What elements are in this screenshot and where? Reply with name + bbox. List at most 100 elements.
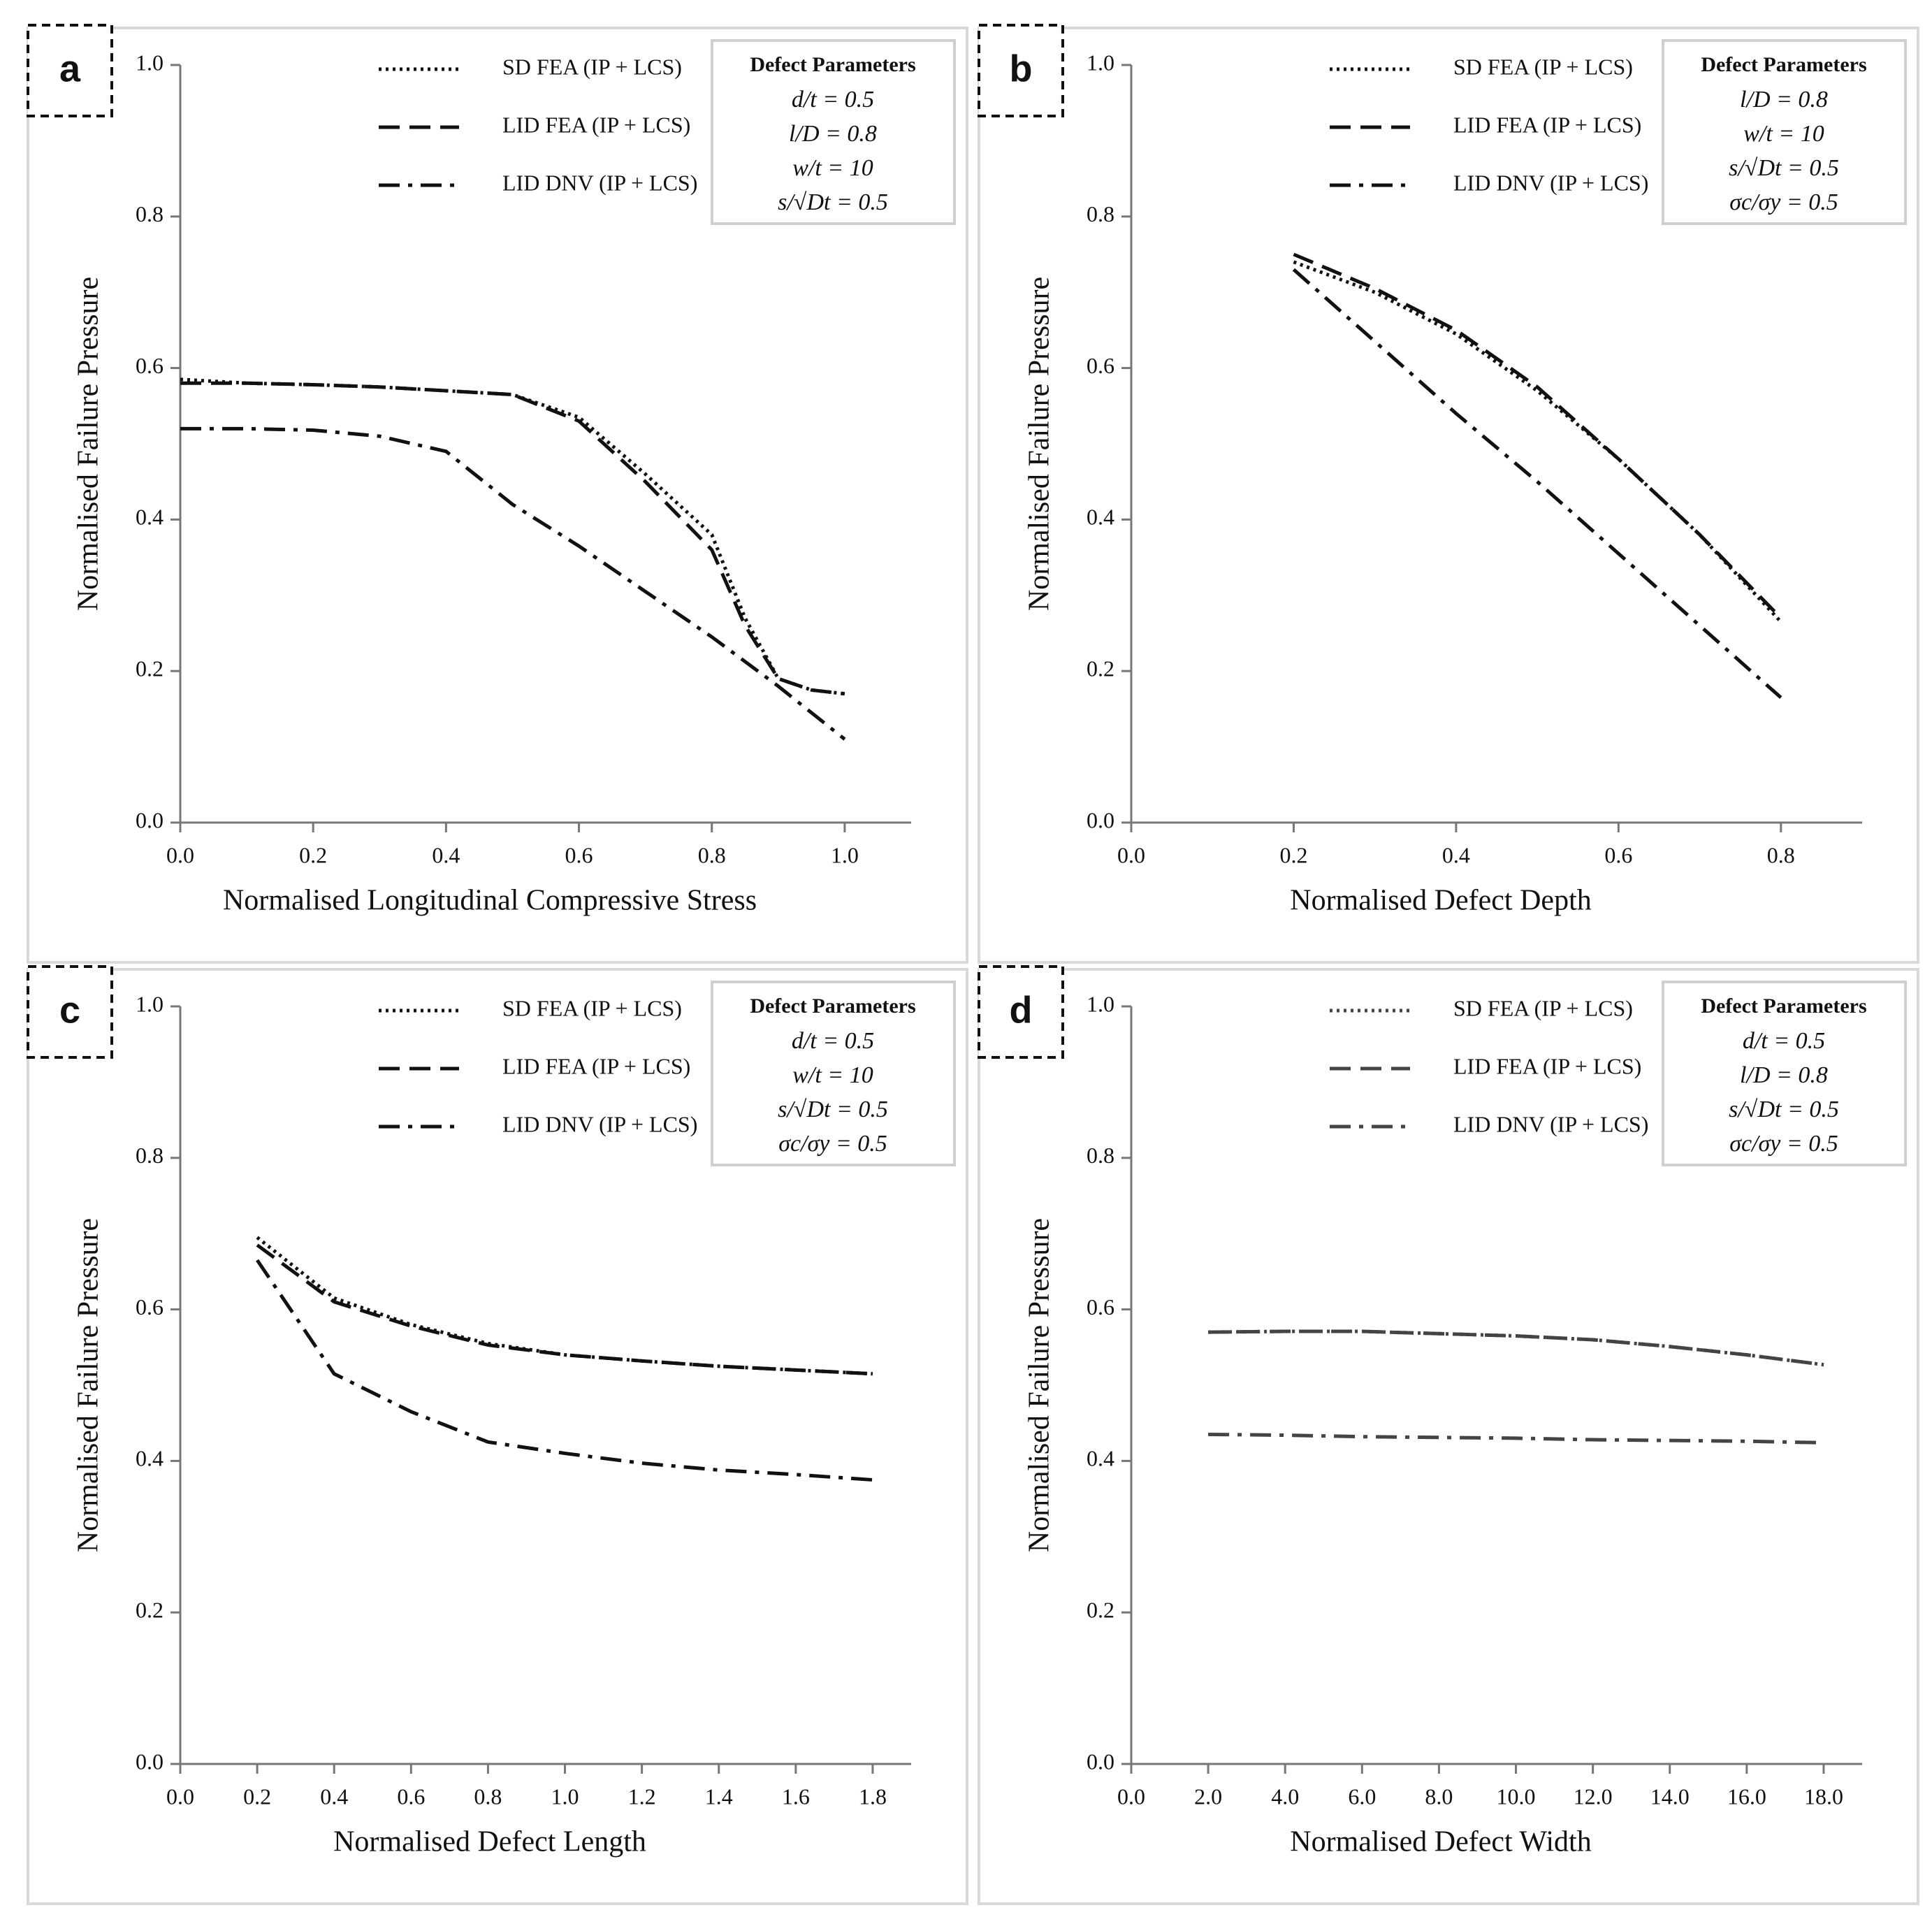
panel-label: b — [1010, 48, 1033, 89]
panel: 0.0 2.0 4.0 6.0 8.0 10.0 12.0 14.0 16.0 18.0 0.0 0.… — [978, 965, 1919, 1905]
x-axis-title: Normalised Defect Length — [333, 1826, 646, 1858]
legend-label: LID FEA (IP + LCS) — [502, 1053, 690, 1078]
parameter: d/t = 0.5 — [792, 1028, 874, 1054]
y-axis-title: Normalised Failure Pressure — [73, 277, 105, 611]
x-tick-label: 4.0 — [1271, 1784, 1299, 1809]
parameter: d/t = 0.5 — [792, 87, 874, 113]
legend-label: SD FEA (IP + LCS) — [1453, 54, 1633, 79]
y-tick-label: 1.0 — [1087, 991, 1114, 1016]
parameter: l/D = 0.8 — [789, 121, 877, 147]
panel: 0.0 0.2 0.4 0.6 0.8 1.0 0.0 0.2 0.4 0.6 0.8 1.0 Norm… — [27, 24, 968, 964]
panel: 0.0 0.2 0.4 0.6 0.8 1.0 1.2 1.4 1.6 1.8 0.0 0.2 0.4 0… — [27, 965, 968, 1905]
y-tick-label: 0.2 — [1087, 656, 1114, 681]
data-line — [1208, 1432, 1824, 1445]
legend-label: LID DNV (IP + LCS) — [502, 170, 697, 195]
panel-label: c — [59, 989, 80, 1031]
data-line — [1208, 1329, 1824, 1367]
y-tick-label: 1.0 — [136, 991, 164, 1016]
x-tick-label: 0.6 — [397, 1784, 425, 1809]
legend-label: LID FEA (IP + LCS) — [1453, 112, 1641, 137]
x-tick-label: 6.0 — [1348, 1784, 1376, 1809]
panel: 0.0 0.2 0.4 0.6 0.8 0.0 0.2 0.4 0.6 0.8 1.0 Normali… — [978, 24, 1919, 964]
x-tick-label: 0.8 — [1767, 842, 1795, 867]
parameters-title: Defect Parameters — [1701, 53, 1866, 76]
x-tick-label: 14.0 — [1650, 1784, 1690, 1809]
y-tick-label: 0.0 — [1087, 807, 1114, 832]
panel-border — [978, 968, 1919, 1905]
y-tick-label: 1.0 — [136, 50, 164, 75]
y-tick-label: 0.0 — [136, 807, 164, 832]
x-tick-label: 10.0 — [1497, 1784, 1536, 1809]
parameter: σc/σy = 0.5 — [1729, 189, 1838, 215]
y-tick-label: 0.8 — [136, 201, 164, 226]
parameter: l/D = 0.8 — [1740, 1062, 1828, 1088]
y-tick-label: 0.4 — [1087, 1446, 1114, 1471]
x-tick-label: 12.0 — [1574, 1784, 1613, 1809]
x-tick-label: 0.8 — [698, 842, 726, 867]
data-line — [1293, 260, 1782, 623]
x-tick-label: 0.6 — [565, 842, 593, 867]
x-tick-label: 0.0 — [166, 842, 194, 867]
panel-label-box — [978, 24, 1064, 117]
data-line — [256, 1243, 873, 1376]
x-tick-label: 0.0 — [166, 1784, 194, 1809]
y-tick-label: 1.0 — [1087, 50, 1114, 75]
x-tick-label: 1.0 — [831, 842, 859, 867]
legend-label: LID FEA (IP + LCS) — [502, 112, 690, 137]
x-tick-label: 1.0 — [551, 1784, 579, 1809]
y-tick-label: 0.0 — [136, 1749, 164, 1774]
x-tick-label: 0.8 — [474, 1784, 502, 1809]
y-axis-title: Normalised Failure Pressure — [73, 1218, 105, 1552]
panel-border — [27, 27, 968, 964]
x-tick-label: 0.2 — [243, 1784, 271, 1809]
panel-border — [978, 27, 1919, 964]
y-tick-label: 0.6 — [1087, 1294, 1114, 1319]
y-axis-title: Normalised Failure Pressure — [1024, 1218, 1056, 1552]
y-tick-label: 0.8 — [1087, 201, 1114, 226]
x-tick-label: 1.2 — [628, 1784, 656, 1809]
x-axis-title: Normalised Defect Depth — [1290, 885, 1592, 917]
parameters-box — [1662, 981, 1907, 1166]
data-line — [256, 1259, 873, 1482]
y-tick-label: 0.6 — [1087, 353, 1114, 378]
data-line — [256, 1236, 873, 1376]
y-tick-label: 0.4 — [136, 505, 164, 530]
parameters-box — [711, 981, 956, 1166]
x-tick-label: 18.0 — [1804, 1784, 1843, 1809]
data-line — [1293, 252, 1782, 620]
data-line — [1292, 268, 1782, 700]
x-tick-label: 0.0 — [1117, 842, 1145, 867]
panel-label-box — [978, 965, 1064, 1059]
legend-label: SD FEA (IP + LCS) — [502, 54, 682, 79]
panel-label: a — [59, 48, 81, 89]
x-tick-label: 0.4 — [432, 842, 460, 867]
parameters-title: Defect Parameters — [750, 994, 915, 1018]
x-tick-label: 1.6 — [782, 1784, 810, 1809]
parameter: σc/σy = 0.5 — [1729, 1131, 1838, 1157]
parameter: w/t = 10 — [792, 155, 873, 181]
data-line — [180, 426, 846, 741]
parameter: s/√Dt = 0.5 — [778, 189, 888, 215]
y-tick-label: 0.2 — [136, 1598, 164, 1623]
parameters-box — [1662, 39, 1907, 225]
x-tick-label: 0.2 — [299, 842, 327, 867]
parameter: d/t = 0.5 — [1743, 1028, 1825, 1054]
data-line — [180, 381, 845, 696]
parameters-box — [711, 39, 956, 225]
legend-label: LID FEA (IP + LCS) — [1453, 1053, 1641, 1078]
y-tick-label: 0.2 — [1087, 1598, 1114, 1623]
legend-label: LID DNV (IP + LCS) — [1453, 170, 1648, 195]
x-tick-label: 0.2 — [1279, 842, 1307, 867]
y-tick-label: 0.4 — [1087, 505, 1114, 530]
panel-label-box — [27, 965, 113, 1059]
x-tick-label: 0.4 — [320, 1784, 348, 1809]
x-axis-title: Normalised Defect Width — [1290, 1826, 1591, 1858]
parameter: w/t = 10 — [1743, 121, 1824, 147]
parameters-title: Defect Parameters — [1701, 994, 1866, 1018]
y-tick-label: 0.6 — [136, 353, 164, 378]
panel-border — [27, 968, 968, 1905]
y-tick-label: 0.2 — [136, 656, 164, 681]
parameter: σc/σy = 0.5 — [778, 1131, 887, 1157]
